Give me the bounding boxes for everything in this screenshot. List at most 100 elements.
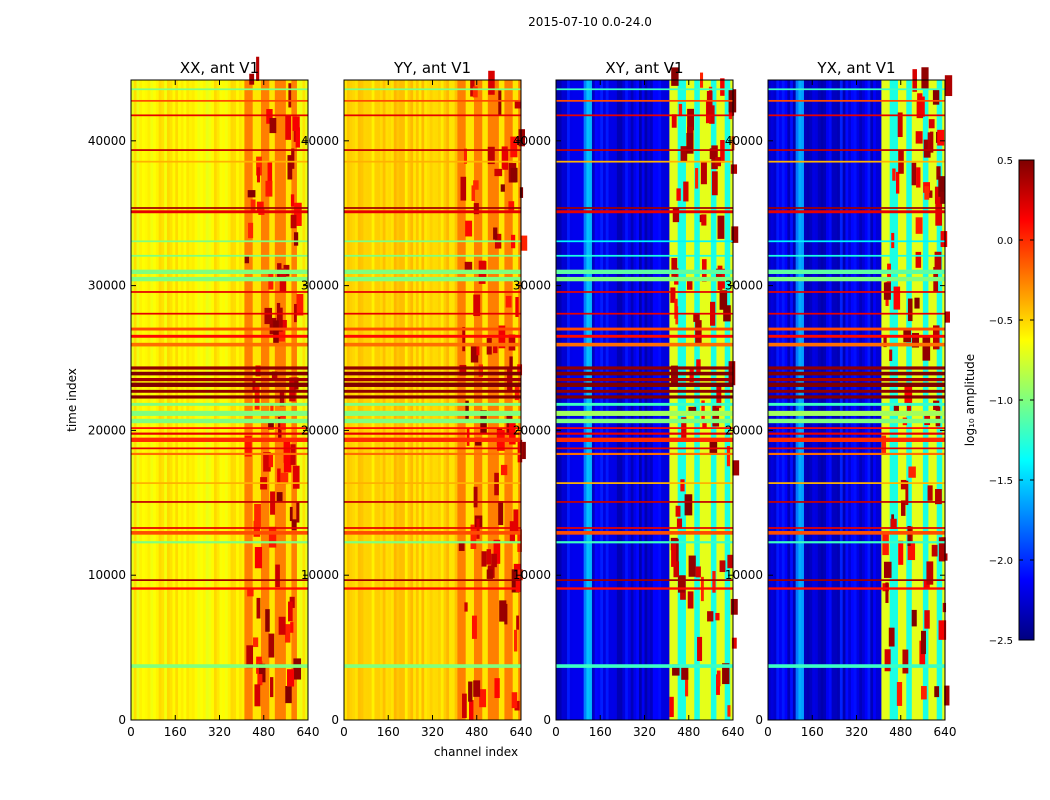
heatmap-cell bbox=[470, 524, 477, 549]
heatmap-column bbox=[225, 80, 229, 720]
flag-band bbox=[131, 447, 308, 450]
heatmap-cell bbox=[671, 67, 679, 86]
heatmap-cell bbox=[267, 161, 273, 184]
flag-band bbox=[556, 587, 733, 590]
flag-band bbox=[556, 276, 733, 282]
flag-band bbox=[344, 452, 521, 456]
flag-band bbox=[768, 382, 945, 387]
heatmap-column bbox=[787, 80, 791, 720]
y-tick-label: 40000 bbox=[725, 134, 763, 148]
heatmap-cell bbox=[256, 167, 261, 183]
flag-band bbox=[556, 327, 733, 331]
heatmap-cell bbox=[927, 132, 931, 151]
heatmap-cell bbox=[479, 689, 487, 708]
heatmap-cell bbox=[478, 364, 483, 377]
flag-band bbox=[556, 437, 733, 442]
heatmap-column bbox=[650, 80, 654, 720]
heatmap-cell bbox=[921, 686, 927, 700]
heatmap-cell bbox=[290, 214, 297, 229]
x-tick-label: 640 bbox=[510, 725, 533, 739]
flag-band bbox=[131, 527, 308, 529]
y-tick-label: 30000 bbox=[88, 279, 126, 293]
flag-band bbox=[131, 99, 308, 102]
flag-band bbox=[131, 291, 308, 293]
heatmap-column bbox=[683, 80, 687, 720]
heatmap-cell bbox=[715, 612, 720, 621]
heatmap-column bbox=[781, 80, 785, 720]
heatmap-column bbox=[697, 80, 701, 720]
heatmap-cell bbox=[517, 364, 523, 376]
y-tick-label: 30000 bbox=[301, 279, 339, 293]
heatmap-column bbox=[355, 80, 359, 720]
heatmap-cell bbox=[464, 602, 468, 612]
heatmap-column bbox=[385, 80, 389, 720]
heatmap-column bbox=[792, 80, 797, 720]
flag-band bbox=[344, 402, 521, 406]
heatmap-column bbox=[451, 80, 456, 720]
heatmap-cell bbox=[478, 261, 487, 278]
y-tick-label: 40000 bbox=[513, 134, 551, 148]
heatmap-column bbox=[661, 80, 665, 720]
heatmap-column bbox=[820, 80, 824, 720]
flag-band bbox=[768, 312, 945, 315]
heatmap-column bbox=[164, 80, 168, 720]
heatmap-column bbox=[296, 80, 301, 720]
heatmap-column bbox=[377, 80, 381, 720]
heatmap-cell bbox=[494, 168, 503, 177]
heatmap-column bbox=[569, 80, 573, 720]
flag-band bbox=[556, 501, 733, 503]
heatmap-column bbox=[776, 80, 780, 720]
heatmap-cell bbox=[291, 148, 295, 169]
flag-band bbox=[556, 579, 733, 581]
colorbar-tick-label: −0.5 bbox=[989, 316, 1013, 327]
flag-band bbox=[768, 269, 945, 275]
heatmap-cell bbox=[284, 624, 291, 643]
flag-band bbox=[556, 269, 733, 275]
heatmap-column bbox=[446, 80, 450, 720]
flag-band bbox=[768, 587, 945, 590]
heatmap-cell bbox=[915, 131, 923, 144]
heatmap-cell bbox=[669, 696, 674, 718]
heatmap-column bbox=[578, 80, 582, 720]
flag-band bbox=[768, 240, 945, 243]
heatmap-cell bbox=[293, 232, 299, 246]
heatmap-cell bbox=[888, 627, 895, 647]
heatmap-column bbox=[583, 80, 587, 720]
heatmap-column bbox=[172, 80, 176, 720]
heatmap-cell bbox=[256, 156, 262, 176]
heatmap-cell bbox=[935, 489, 942, 505]
heatmap-column bbox=[710, 80, 715, 720]
heatmap-column bbox=[638, 80, 643, 720]
flag-band bbox=[768, 149, 945, 151]
heatmap-cell bbox=[513, 629, 518, 652]
flag-band bbox=[131, 389, 308, 393]
flag-band bbox=[131, 402, 308, 406]
heatmap-column bbox=[415, 80, 420, 720]
heatmap-column bbox=[344, 80, 348, 720]
heatmap-column bbox=[404, 80, 409, 720]
heatmap-column bbox=[730, 80, 734, 720]
heatmap-column bbox=[346, 80, 350, 720]
heatmap-column bbox=[352, 80, 356, 720]
heatmap-cell bbox=[276, 492, 283, 502]
heatmap-column bbox=[674, 80, 679, 720]
flag-band bbox=[768, 541, 945, 544]
heatmap-column bbox=[490, 80, 494, 720]
flag-band bbox=[768, 579, 945, 581]
y-tick-label: 0 bbox=[755, 713, 763, 727]
x-tick-label: 640 bbox=[934, 725, 957, 739]
heatmap-column bbox=[933, 80, 938, 720]
flag-band bbox=[768, 402, 945, 406]
heatmap-cell bbox=[934, 186, 941, 204]
heatmap-cell bbox=[256, 201, 264, 213]
heatmap-cell bbox=[697, 636, 703, 661]
heatmap-cell bbox=[720, 140, 725, 163]
flag-band bbox=[344, 291, 521, 293]
heatmap-cell bbox=[463, 148, 467, 164]
heatmap-cell bbox=[246, 645, 254, 669]
x-tick-label: 480 bbox=[252, 725, 275, 739]
heatmap-column bbox=[418, 80, 422, 720]
flag-band bbox=[131, 312, 308, 315]
flag-band bbox=[131, 327, 308, 331]
